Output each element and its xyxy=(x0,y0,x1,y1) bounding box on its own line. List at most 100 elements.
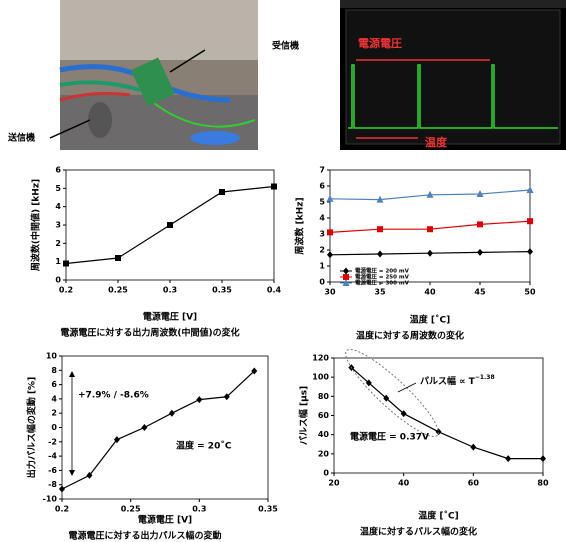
y-tick-label: 1 xyxy=(319,262,325,271)
legend-label: 電源電圧 = 300 mV xyxy=(355,279,410,287)
data-point xyxy=(271,184,277,190)
y-tick-label: 5 xyxy=(55,184,61,193)
x-tick-label: 0.35 xyxy=(258,505,278,514)
data-point xyxy=(477,249,483,256)
y-axis-label: 出力パルス幅の変動 [%] xyxy=(26,377,38,478)
y-tick-label: 3 xyxy=(55,221,61,230)
y-tick-label: 5 xyxy=(319,198,325,207)
y-axis-label: 周波数 [kHz] xyxy=(294,197,306,254)
annotation: +7.9% / -8.6% xyxy=(78,391,149,401)
scope-label: 温度 xyxy=(425,135,448,149)
y-tick-label: 20 xyxy=(318,449,330,458)
y-tick-label: 0 xyxy=(323,469,329,478)
x-tick-label: 40 xyxy=(424,288,436,297)
y-tick-label: 8 xyxy=(51,366,57,375)
x-tick-label: 0.3 xyxy=(163,286,177,295)
y-tick-label: 0 xyxy=(51,423,57,432)
y-tick-label: -2 xyxy=(48,437,57,446)
x-tick-label: 0.25 xyxy=(108,286,128,295)
data-point xyxy=(540,455,546,462)
data-point xyxy=(63,261,69,267)
data-point xyxy=(115,255,121,261)
x-axis-label: 電源電圧 [V] xyxy=(143,311,197,323)
x-axis-label: 電源電圧 [V] xyxy=(138,514,192,526)
series-line xyxy=(62,371,254,489)
chart-title: 温度に対するパルス幅の変化 xyxy=(360,526,477,538)
y-tick-label: 2 xyxy=(55,239,61,248)
x-tick-label: 0.2 xyxy=(59,286,73,295)
chart-title: 電源電圧に対する出力パルス幅の変動 xyxy=(68,530,221,542)
y-tick-label: 40 xyxy=(318,430,330,439)
y-tick-label: -4 xyxy=(48,452,57,461)
x-tick-label: 45 xyxy=(474,288,486,297)
data-point xyxy=(219,189,225,195)
legend-label: 電源電圧 = 200 mV xyxy=(355,267,410,275)
y-axis-label: 周波数(中間値) [kHz] xyxy=(30,179,42,271)
y-tick-label: 2 xyxy=(51,409,57,418)
chart-title: 電源電圧に対する出力周波数(中間値)の変化 xyxy=(60,327,239,339)
data-point xyxy=(169,410,175,417)
plot-frame xyxy=(62,356,268,499)
x-tick-label: 80 xyxy=(537,479,549,488)
transmitter-label: 送信機 xyxy=(7,132,35,144)
data-point xyxy=(196,396,202,403)
y-tick-label: 6 xyxy=(319,182,325,191)
plot-frame xyxy=(334,358,543,473)
y-tick-label: 120 xyxy=(312,354,329,363)
y-tick-label: 10 xyxy=(46,352,58,361)
data-point xyxy=(141,424,147,431)
data-point xyxy=(527,218,533,224)
y-tick-label: -6 xyxy=(48,466,57,475)
y-tick-label: 80 xyxy=(318,392,330,401)
device-photo xyxy=(50,0,258,150)
data-point xyxy=(427,226,433,232)
y-tick-label: 7 xyxy=(319,166,325,175)
y-tick-label: 4 xyxy=(55,202,61,211)
x-tick-label: 50 xyxy=(524,288,536,297)
x-tick-label: 35 xyxy=(374,288,386,297)
data-point xyxy=(327,251,333,258)
data-point xyxy=(527,186,534,193)
figure: 受信機 送信機 電源電圧 温度 01234560.20.250.30.350.4… xyxy=(0,0,566,542)
data-point xyxy=(477,221,483,227)
x-tick-label: 0.35 xyxy=(212,286,232,295)
y-tick-label: 3 xyxy=(319,230,325,239)
x-axis-label: 温度 [˚C] xyxy=(418,510,458,522)
legend-label: 電源電圧 = 250 mV xyxy=(355,273,410,281)
data-point xyxy=(527,248,533,255)
y-tick-label: 6 xyxy=(55,166,61,175)
x-tick-label: 60 xyxy=(468,479,480,488)
chart-title: 温度に対する周波数の変化 xyxy=(356,330,464,342)
y-tick-label: 60 xyxy=(318,411,330,420)
x-tick-label: 40 xyxy=(398,479,410,488)
x-tick-label: 0.4 xyxy=(267,286,282,295)
fit-ellipse xyxy=(337,340,447,445)
y-tick-label: 4 xyxy=(51,394,57,403)
annotation-text: パルス幅 ∝ T xyxy=(420,375,476,387)
x-tick-label: 0.25 xyxy=(121,505,141,514)
y-tick-label: 1 xyxy=(55,257,61,266)
data-point xyxy=(377,226,383,232)
x-tick-label: 20 xyxy=(328,479,340,488)
y-tick-label: -8 xyxy=(48,480,57,489)
y-tick-label: 100 xyxy=(312,373,329,382)
y-tick-label: -10 xyxy=(43,495,58,504)
scope-label: 電源電圧 xyxy=(358,36,402,50)
scope-screen xyxy=(340,0,566,150)
data-point xyxy=(505,455,511,462)
data-point xyxy=(343,268,349,275)
x-axis-label: 温度 [˚C] xyxy=(410,314,450,326)
pointer xyxy=(398,383,416,392)
data-point xyxy=(427,250,433,257)
y-axis-label: パルス幅 [μs] xyxy=(298,386,310,445)
y-tick-label: 0 xyxy=(319,278,325,287)
x-tick-label: 0.3 xyxy=(192,505,206,514)
annotation-superscript: −1.38 xyxy=(475,374,495,381)
annotation: 温度 = 20˚C xyxy=(176,440,232,452)
data-point xyxy=(377,251,383,258)
data-point xyxy=(327,229,333,235)
y-tick-label: 6 xyxy=(51,380,57,389)
x-tick-label: 0.2 xyxy=(55,505,69,514)
data-point xyxy=(167,222,173,228)
plot-frame xyxy=(330,170,530,282)
